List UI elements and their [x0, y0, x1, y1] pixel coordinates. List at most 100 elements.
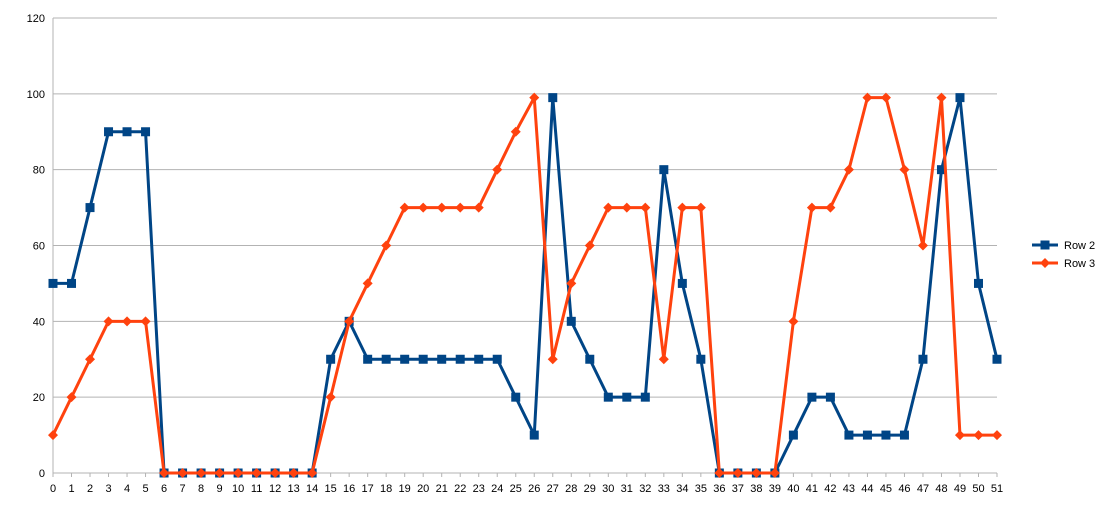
- data-point: [103, 316, 114, 327]
- x-tick-label: 4: [124, 483, 130, 495]
- data-point: [474, 354, 484, 364]
- data-point: [844, 430, 854, 440]
- x-tick-label: 31: [621, 483, 633, 495]
- data-point: [862, 430, 872, 440]
- data-point: [85, 354, 96, 365]
- x-tick-label: 47: [917, 483, 929, 495]
- data-point: [270, 468, 281, 478]
- data-point: [140, 316, 151, 327]
- y-tick-label: 80: [33, 165, 45, 177]
- legend-item: Row 3: [1032, 258, 1095, 270]
- x-tick-label: 19: [399, 483, 411, 495]
- y-tick-label: 60: [33, 241, 45, 253]
- data-point: [326, 354, 336, 364]
- data-point: [696, 354, 706, 364]
- data-point: [881, 430, 891, 440]
- x-tick-label: 15: [325, 483, 337, 495]
- series-line: [51, 96, 997, 475]
- legend-marker: [1040, 258, 1050, 268]
- data-point: [603, 202, 614, 213]
- data-point: [640, 392, 650, 402]
- data-point: [67, 278, 77, 288]
- x-tick-label: 43: [843, 483, 855, 495]
- data-point: [880, 92, 891, 103]
- data-point: [714, 468, 725, 478]
- x-tick-label: 24: [491, 483, 503, 495]
- data-point: [122, 316, 133, 327]
- data-point: [529, 430, 539, 440]
- x-tick-label: 28: [565, 483, 577, 495]
- x-tick-label: 37: [732, 483, 744, 495]
- data-point: [677, 202, 688, 213]
- data-point: [362, 278, 373, 289]
- x-tick-label: 5: [142, 483, 148, 495]
- data-point: [48, 278, 58, 288]
- data-point: [547, 354, 558, 365]
- x-tick-label: 25: [510, 483, 522, 495]
- data-point: [788, 316, 799, 327]
- data-point: [695, 202, 706, 213]
- x-tick-label: 14: [306, 483, 318, 495]
- y-tick-label: 100: [27, 89, 45, 101]
- x-tick-label: 40: [787, 483, 799, 495]
- data-point: [436, 202, 447, 213]
- data-point: [992, 354, 1002, 364]
- data-point: [455, 354, 465, 364]
- data-point: [584, 240, 595, 251]
- data-point: [825, 202, 836, 213]
- data-point: [66, 392, 77, 403]
- x-tick-label: 27: [547, 483, 559, 495]
- data-point: [954, 430, 965, 441]
- x-tick-label: 1: [68, 483, 74, 495]
- data-point: [511, 392, 521, 402]
- x-tick-label: 11: [251, 483, 262, 495]
- x-tick-label: 2: [87, 483, 93, 495]
- data-point: [825, 392, 835, 402]
- data-point: [807, 392, 817, 402]
- data-point: [788, 430, 798, 440]
- x-tick-label: 6: [161, 483, 167, 495]
- data-point: [658, 354, 669, 365]
- x-tick-label: 51: [991, 483, 1003, 495]
- data-point: [122, 127, 132, 137]
- y-tick-label: 120: [27, 13, 45, 25]
- x-tick-label: 48: [935, 483, 947, 495]
- data-point: [473, 202, 484, 213]
- data-point: [159, 468, 170, 478]
- x-tick-label: 12: [269, 483, 281, 495]
- data-point: [918, 354, 928, 364]
- x-tick-label: 36: [713, 483, 725, 495]
- data-point: [899, 164, 910, 175]
- data-point: [899, 430, 909, 440]
- x-tick-label: 49: [954, 483, 966, 495]
- x-tick-label: 7: [180, 483, 186, 495]
- data-point: [381, 354, 391, 364]
- data-point: [843, 164, 854, 175]
- data-point: [659, 165, 669, 175]
- x-tick-label: 32: [639, 483, 651, 495]
- x-tick-label: 3: [105, 483, 111, 495]
- x-tick-label: 33: [658, 483, 670, 495]
- data-point: [177, 468, 188, 478]
- plot-series: [48, 92, 1002, 478]
- data-point: [214, 468, 225, 478]
- x-tick-label: 22: [454, 483, 466, 495]
- x-tick-label: 17: [362, 483, 374, 495]
- y-tick-label: 20: [33, 392, 45, 404]
- data-point: [344, 316, 355, 327]
- data-point: [751, 468, 762, 478]
- data-point: [936, 92, 947, 103]
- y-tick-label: 40: [33, 316, 45, 328]
- data-point: [437, 354, 447, 364]
- x-tick-label: 38: [750, 483, 762, 495]
- x-axis: 0 1 2 3 4 5 6 7 8 9 10 11 12 13 14 15 16 17 18 19 20 21 22 23 24…: [50, 473, 1003, 495]
- data-point: [640, 202, 651, 213]
- x-tick-label: 9: [217, 483, 223, 495]
- x-tick-label: 42: [824, 483, 836, 495]
- data-point: [955, 93, 965, 103]
- data-point: [400, 354, 410, 364]
- data-point: [104, 127, 114, 137]
- x-tick-label: 34: [676, 483, 688, 495]
- data-point: [363, 354, 373, 364]
- legend-label: Row 2: [1064, 240, 1095, 252]
